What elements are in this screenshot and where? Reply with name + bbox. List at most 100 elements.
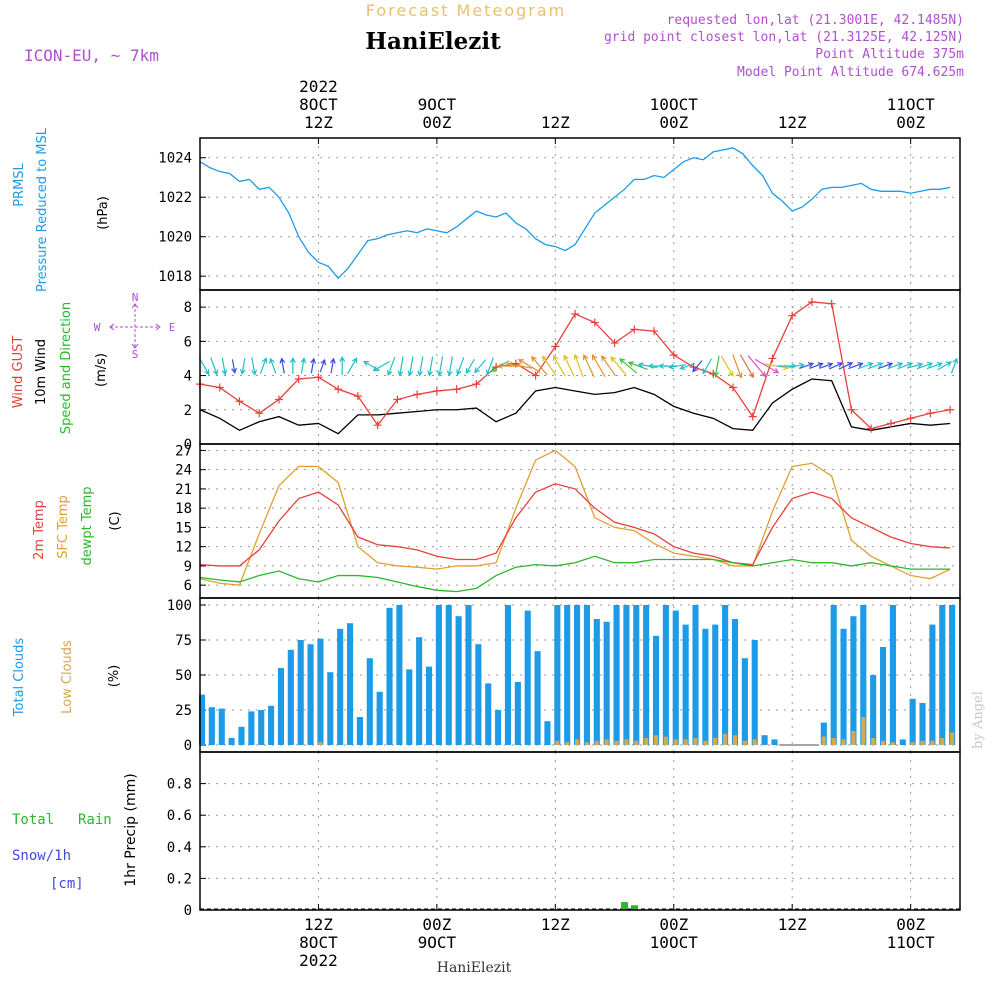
total-cloud-bar <box>455 616 462 745</box>
gust-point <box>728 383 737 392</box>
total-cloud-bar <box>337 628 344 745</box>
wind-arrow <box>877 362 894 370</box>
low-cloud-bar <box>713 738 718 745</box>
footer-location: HaniElezit <box>437 960 512 976</box>
model-altitude: Model Point Altitude 674.625m <box>737 65 964 80</box>
total-cloud-bar <box>445 605 452 745</box>
total-cloud-bar <box>850 616 857 745</box>
bottom-time-label: 8OCT <box>299 933 338 952</box>
temperature-ytick-label: 6 <box>184 578 192 594</box>
low-clouds-label: Low Clouds <box>60 640 75 714</box>
gust-point <box>906 414 915 423</box>
gust-point <box>926 409 935 418</box>
gust-point <box>650 327 659 336</box>
total-cloud-bar <box>830 605 837 745</box>
gust-point <box>334 385 343 394</box>
low-cloud-bar <box>584 742 589 745</box>
total-cloud-bar <box>554 605 561 745</box>
total-cloud-bar <box>495 710 502 745</box>
chart-title: Forecast Meteogram <box>366 1 566 20</box>
total-cloud-bar <box>198 694 206 745</box>
wind-arrow <box>747 355 767 378</box>
low-cloud-bar <box>723 733 728 745</box>
pressure-ytick-label: 1022 <box>158 190 192 206</box>
temperature-ytick-label: 12 <box>175 540 192 556</box>
wind-arrow <box>950 357 959 374</box>
clouds-ytick-label: 50 <box>175 668 192 684</box>
top-time-label: 00Z <box>659 113 688 132</box>
gust-point <box>847 405 856 414</box>
total-cloud-bar <box>623 605 630 745</box>
gust-point <box>610 339 619 348</box>
wind-speed-dir-label: Speed and Direction <box>59 302 74 434</box>
wind-arrow <box>702 358 713 375</box>
bottom-time-label: 00Z <box>659 915 688 934</box>
low-cloud-bar <box>673 739 678 745</box>
low-cloud-bar <box>555 740 560 745</box>
wind-arrow <box>819 362 834 369</box>
wind-ytick-label: 4 <box>184 369 192 385</box>
clouds-unit: (%) <box>107 665 122 688</box>
low-cloud-bar <box>831 738 836 745</box>
precipitation-ytick-label: 0.8 <box>167 777 192 793</box>
total-cloud-bar <box>327 672 334 745</box>
total-cloud-bar <box>613 605 620 745</box>
total-cloud-bar <box>662 605 669 745</box>
total-cloud-bar <box>317 638 324 745</box>
total-cloud-bar <box>396 605 403 745</box>
wind-arrow <box>563 354 575 377</box>
wind-arrow <box>446 356 453 377</box>
total-cloud-bar <box>366 658 373 745</box>
total-cloud-bar <box>346 623 354 745</box>
low-cloud-bar <box>920 740 925 745</box>
rain-label: Rain <box>78 812 112 828</box>
wind-arrow <box>829 362 844 370</box>
wind-arrow <box>517 359 541 373</box>
low-cloud-bar <box>614 740 619 745</box>
wind-arrow <box>319 358 326 373</box>
temperature-ytick-label: 27 <box>175 443 192 459</box>
total-cloud-bar <box>356 717 363 745</box>
top-time-label: 12Z <box>304 113 333 132</box>
wind-arrow <box>279 357 286 374</box>
pressure-ytick-label: 1018 <box>158 269 192 285</box>
gust-point <box>669 351 678 360</box>
pressure-ytick-label: 1024 <box>158 151 192 167</box>
total-cloud-bar <box>672 610 679 745</box>
wind-arrow <box>809 362 824 369</box>
clouds-ytick-label: 25 <box>175 703 192 719</box>
gust-point <box>551 342 560 351</box>
wind-speed-line <box>199 378 951 435</box>
low-cloud-bar <box>634 740 639 745</box>
wind-arrow <box>210 357 219 376</box>
wind-arrow <box>916 361 934 370</box>
gust-point <box>274 395 283 404</box>
temp-unit: (C) <box>108 511 123 530</box>
total-cloud-bar <box>514 682 521 745</box>
gust-point <box>294 374 303 383</box>
gust-point <box>748 412 757 421</box>
location-title: HaniElezit <box>365 28 501 55</box>
total-cloud-bar <box>524 610 531 745</box>
temperature-ytick-label: 18 <box>175 501 192 517</box>
wind-arrow <box>848 362 864 370</box>
bottom-time-label: 00Z <box>896 915 925 934</box>
low-cloud-bar <box>880 740 886 745</box>
total-cloud-bar <box>268 705 275 745</box>
wind-arrow <box>637 362 658 369</box>
temperature-ytick-label: 21 <box>175 482 192 498</box>
total-cloud-bar <box>899 739 906 745</box>
total-cloud-bar <box>386 607 393 745</box>
total-cloud-bar <box>919 703 926 745</box>
precipitation-ytick-label: 0.2 <box>167 871 192 887</box>
temperature-ytick-label: 24 <box>175 463 192 479</box>
bottom-time-label: 12Z <box>778 915 807 934</box>
low-cloud-bar <box>861 717 866 745</box>
wind-arrow <box>289 357 296 374</box>
total-cloud-bar <box>544 721 551 745</box>
rain-bar <box>630 905 638 910</box>
low-cloud-bar <box>732 735 738 745</box>
pressure-label-2: Pressure Reduced to MSL <box>35 127 50 292</box>
wind-arrow <box>838 362 854 370</box>
point-altitude: Point Altitude 375m <box>815 47 964 62</box>
